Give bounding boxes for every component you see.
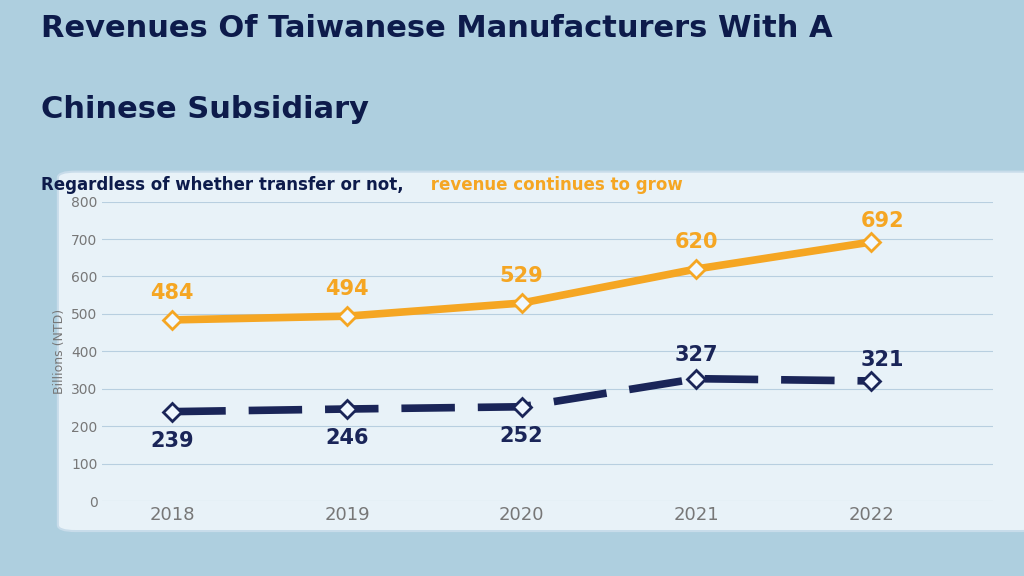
Text: Chinese Subsidiary: Chinese Subsidiary bbox=[41, 95, 369, 124]
Text: 327: 327 bbox=[675, 345, 718, 365]
FancyBboxPatch shape bbox=[57, 172, 1024, 531]
Text: 529: 529 bbox=[500, 266, 544, 286]
Legend: Transferred, Not Yet Transferred: Transferred, Not Yet Transferred bbox=[271, 569, 699, 576]
Text: 620: 620 bbox=[675, 232, 718, 252]
Text: 239: 239 bbox=[151, 431, 195, 451]
Text: 246: 246 bbox=[326, 429, 369, 449]
Text: 321: 321 bbox=[860, 350, 904, 370]
Text: Revenues Of Taiwanese Manufacturers With A: Revenues Of Taiwanese Manufacturers With… bbox=[41, 14, 833, 43]
Y-axis label: Billions (NTD): Billions (NTD) bbox=[52, 309, 66, 394]
Text: Regardless of whether transfer or not,: Regardless of whether transfer or not, bbox=[41, 176, 403, 194]
Text: 484: 484 bbox=[151, 283, 194, 303]
Text: revenue continues to grow: revenue continues to grow bbox=[425, 176, 683, 194]
Text: 494: 494 bbox=[326, 279, 369, 300]
Text: 252: 252 bbox=[500, 426, 544, 446]
Text: 692: 692 bbox=[860, 211, 904, 231]
